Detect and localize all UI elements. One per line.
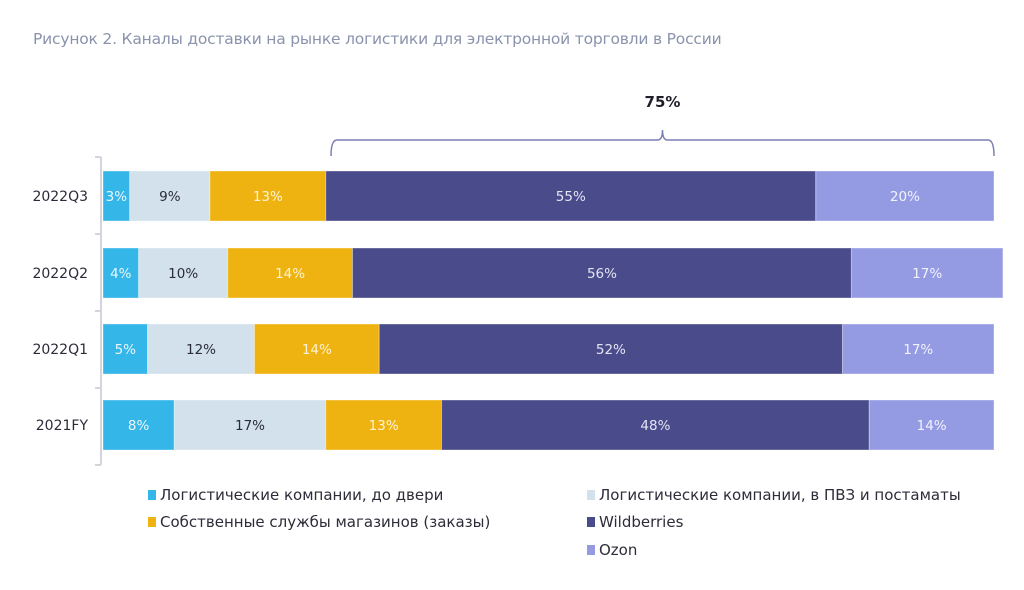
data-label: 13% <box>253 189 283 205</box>
bar-segment <box>441 399 870 451</box>
data-label: 14% <box>275 266 305 282</box>
legend-item: Логистические компании, в ПВЗ и постамат… <box>587 486 961 504</box>
data-label: 12% <box>186 342 216 358</box>
legend-item: Ozon <box>587 541 637 559</box>
bar-segment <box>138 247 229 299</box>
data-label: 4% <box>110 266 132 282</box>
category-label: 2022Q1 <box>32 342 88 358</box>
data-label: 52% <box>596 342 626 358</box>
legend-swatch <box>587 490 595 500</box>
legend-swatch <box>148 490 156 500</box>
data-label: 20% <box>890 189 920 205</box>
bar-segment <box>227 247 353 299</box>
legend-item: Wildberries <box>587 513 683 531</box>
category-label: 2022Q2 <box>32 266 88 282</box>
bar-segment <box>102 323 149 375</box>
bar-segment <box>815 170 995 222</box>
data-label: 56% <box>587 266 617 282</box>
bar-segment <box>129 170 211 222</box>
legend-label: Ozon <box>599 541 638 559</box>
data-label: 9% <box>159 189 181 205</box>
bar-segment <box>325 170 817 222</box>
data-label: 55% <box>556 189 586 205</box>
chart-title: Рисунок 2. Каналы доставки на рынке логи… <box>33 30 722 48</box>
bar-segment <box>209 170 327 222</box>
bar-segment <box>253 323 380 375</box>
bar-segment <box>325 399 443 451</box>
data-label: 3% <box>106 189 128 205</box>
legend-label: Логистические компании, в ПВЗ и постамат… <box>599 486 961 504</box>
annotation-label: 75% <box>645 93 681 111</box>
bar-segment <box>351 247 852 299</box>
data-label: 13% <box>369 418 399 434</box>
data-label: 10% <box>168 266 198 282</box>
data-label: 17% <box>235 418 265 434</box>
legend-swatch <box>587 517 595 527</box>
bar-segment <box>378 323 844 375</box>
legend-label: Логистические компании, до двери <box>160 486 444 504</box>
data-label: 17% <box>903 342 933 358</box>
data-label: 14% <box>917 418 947 434</box>
category-label: 2021FY <box>36 418 89 434</box>
category-label: 2022Q3 <box>32 189 88 205</box>
brace-annotation <box>330 129 995 157</box>
bar-segment <box>102 399 175 451</box>
bar-segment <box>868 399 995 451</box>
legend-swatch <box>587 545 595 555</box>
data-label: 8% <box>128 418 150 434</box>
legend-swatch <box>148 517 156 527</box>
bar-segment <box>173 399 327 451</box>
legend-label: Собственные службы магазинов (заказы) <box>160 513 491 531</box>
bar-segment <box>850 247 1004 299</box>
data-label: 14% <box>302 342 332 358</box>
legend-label: Wildberries <box>599 513 684 531</box>
legend-item: Логистические компании, до двери <box>148 486 443 504</box>
data-label: 48% <box>640 418 670 434</box>
legend-item: Собственные службы магазинов (заказы) <box>148 513 490 531</box>
data-label: 17% <box>912 266 942 282</box>
data-label: 5% <box>115 342 137 358</box>
bar-segment <box>102 247 140 299</box>
bar-segment <box>842 323 995 375</box>
bar-segment <box>147 323 255 375</box>
